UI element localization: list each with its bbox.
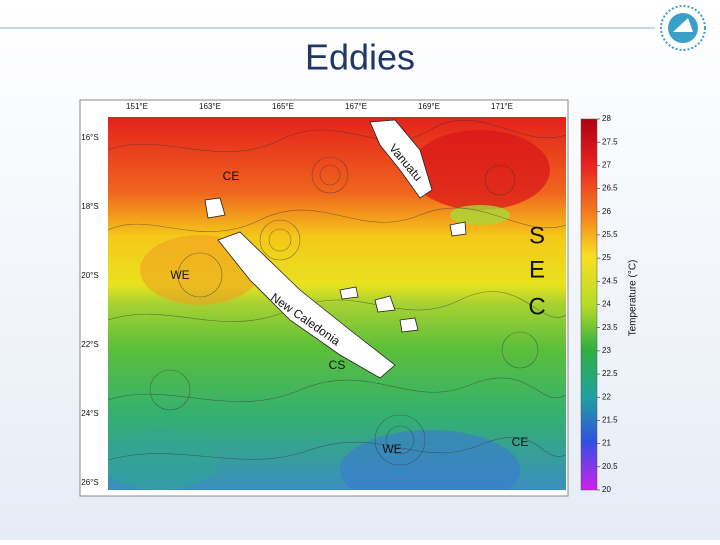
slide-title: Eddies <box>305 37 415 78</box>
colorbar-ramp <box>580 118 598 491</box>
colorbar-tick-label: 20.5 <box>602 462 618 471</box>
latitude-label: 26°S <box>81 478 98 487</box>
annotation: CS <box>329 358 346 372</box>
annotation: CE <box>512 435 529 449</box>
colorbar-tick-label: 20 <box>602 485 611 494</box>
colorbar-label: Temperature (°C) <box>628 260 639 337</box>
colorbar-tick-label: 21 <box>602 439 611 448</box>
colorbar-tick-label: 24.5 <box>602 276 618 285</box>
annotation: E <box>529 256 545 283</box>
annotation: CE <box>223 169 240 183</box>
map: 151°E 163°E 165°E 167°E 169°E 171°E 16°S 18°S 2… <box>79 99 569 497</box>
latitude-label: 20°S <box>81 271 98 280</box>
colorbar-tick-label: 26.5 <box>602 184 618 193</box>
islands <box>204 119 467 379</box>
colorbar-tick-label: 23.5 <box>602 323 618 332</box>
longitude-label: 167°E <box>345 102 367 111</box>
sea-surface <box>108 117 566 490</box>
colorbar-tick-label: 27 <box>602 160 611 169</box>
colorbar-tick-label: 25 <box>602 253 611 262</box>
annotation: WE <box>170 268 189 282</box>
colorbar-tick-label: 26 <box>602 207 611 216</box>
latitude-labels: 16°S 18°S 20°S 22°S 24°S 26°S <box>81 133 98 487</box>
colorbar-tick-label: 23 <box>602 346 611 355</box>
longitude-label: 171°E <box>491 102 513 111</box>
colorbar-tick-label: 27.5 <box>602 137 618 146</box>
colorbar-tick-label: 25.5 <box>602 230 618 239</box>
annotation: WE <box>382 442 401 456</box>
latitude-label: 16°S <box>81 133 98 142</box>
colorbar-tick-label: 21.5 <box>602 416 618 425</box>
longitude-label: 165°E <box>272 102 294 111</box>
colorbar-tick-label: 28 <box>602 114 611 123</box>
annotation: S <box>529 222 545 249</box>
latitude-label: 22°S <box>81 340 98 349</box>
latitude-label: 24°S <box>81 409 98 418</box>
colorbar: Temperature (°C) 28 27.5 27 26.5 26 25.5 25 24.… <box>580 114 639 494</box>
longitude-label: 169°E <box>418 102 440 111</box>
latitude-label: 18°S <box>81 202 98 211</box>
logo <box>660 5 706 51</box>
longitude-label: 163°E <box>199 102 221 111</box>
colorbar-tick-label: 24 <box>602 300 611 309</box>
longitude-label: 151°E <box>126 102 148 111</box>
colorbar-tick-label: 22.5 <box>602 369 618 378</box>
longitude-labels: 151°E 163°E 165°E 167°E 169°E 171°E <box>126 102 513 111</box>
colorbar-tick-label: 22 <box>602 392 611 401</box>
annotation: C <box>528 293 545 320</box>
